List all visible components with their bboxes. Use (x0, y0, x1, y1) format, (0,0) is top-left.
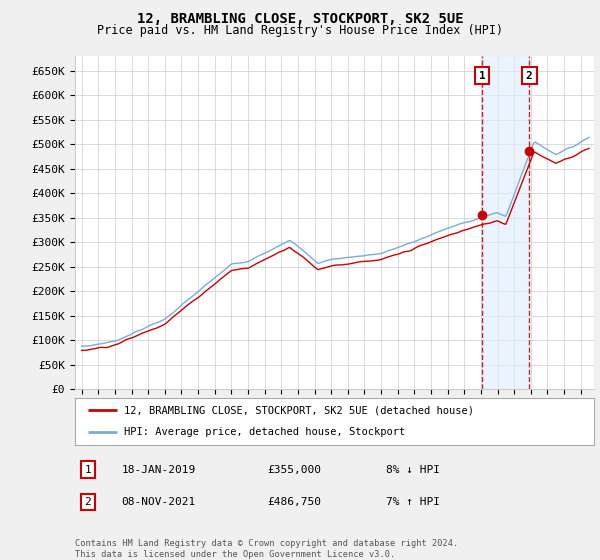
Bar (482, 56, 529, 389)
Text: £486,750: £486,750 (267, 497, 321, 507)
Text: £355,000: £355,000 (267, 465, 321, 475)
Text: 2: 2 (526, 71, 533, 81)
Text: 2: 2 (85, 497, 91, 507)
Text: Contains HM Land Registry data © Crown copyright and database right 2024.
This d: Contains HM Land Registry data © Crown c… (75, 539, 458, 559)
Text: Price paid vs. HM Land Registry's House Price Index (HPI): Price paid vs. HM Land Registry's House … (97, 24, 503, 36)
Text: 7% ↑ HPI: 7% ↑ HPI (386, 497, 440, 507)
Text: 18-JAN-2019: 18-JAN-2019 (122, 465, 196, 475)
Text: 08-NOV-2021: 08-NOV-2021 (122, 497, 196, 507)
Text: 8% ↓ HPI: 8% ↓ HPI (386, 465, 440, 475)
Text: 1: 1 (85, 465, 91, 475)
Text: HPI: Average price, detached house, Stockport: HPI: Average price, detached house, Stoc… (124, 427, 406, 437)
Text: 1: 1 (479, 71, 485, 81)
Text: 12, BRAMBLING CLOSE, STOCKPORT, SK2 5UE (detached house): 12, BRAMBLING CLOSE, STOCKPORT, SK2 5UE … (124, 405, 475, 416)
Text: 12, BRAMBLING CLOSE, STOCKPORT, SK2 5UE: 12, BRAMBLING CLOSE, STOCKPORT, SK2 5UE (137, 12, 463, 26)
